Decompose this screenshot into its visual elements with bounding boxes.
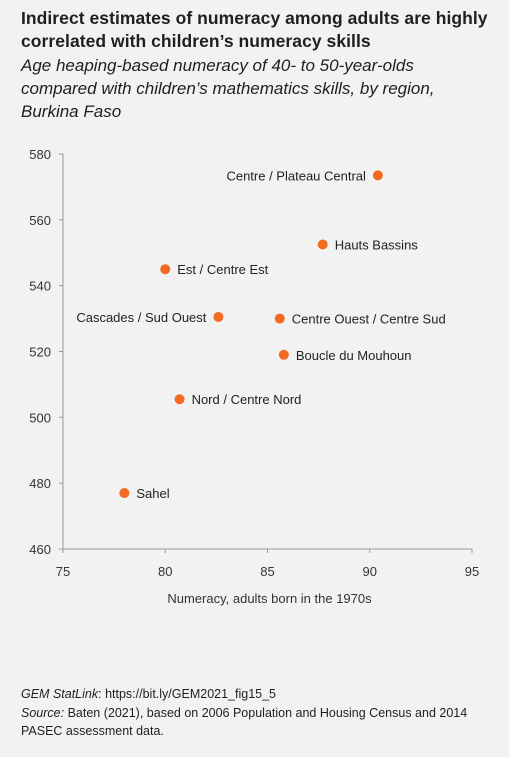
chart-subtitle: Age heaping-based numeracy of 40- to 50-… [21,56,435,121]
data-point-label: Est / Centre Est [177,262,268,277]
x-tick-label: 95 [465,564,479,579]
source-label: Source: [21,705,65,720]
x-axis-title: Numeracy, adults born in the 1970s [167,591,372,606]
y-tick-label: 480 [29,476,51,491]
y-tick-label: 520 [29,345,51,360]
data-point [160,264,171,275]
data-point [317,239,328,250]
y-tick-label: 500 [29,410,51,425]
statlink-label: GEM StatLink [21,687,99,701]
data-point [278,349,289,360]
data-point-label: Boucle du Mouhoun [296,348,412,363]
footer: GEM StatLink: https://bit.ly/GEM2021_fig… [21,685,491,741]
data-point [174,394,185,405]
y-tick-label: 560 [29,213,51,228]
data-point-label: Centre Ouest / Centre Sud [292,312,446,327]
data-point [274,313,285,324]
source-line: Source: Baten (2021), based on 2006 Popu… [21,704,491,741]
x-tick-label: 90 [363,564,377,579]
chart-title: Indirect estimates of numeracy among adu… [21,8,488,51]
data-point [119,488,130,499]
y-tick-label: 580 [29,147,51,162]
y-tick-label: 540 [29,279,51,294]
x-tick-label: 80 [158,564,172,579]
statlink-line: GEM StatLink: https://bit.ly/GEM2021_fig… [21,685,491,704]
data-point-label: Hauts Bassins [335,238,419,253]
y-tick-label: 460 [29,542,51,557]
x-tick-label: 75 [56,564,70,579]
statlink-url[interactable]: : https://bit.ly/GEM2021_fig15_5 [98,687,277,701]
x-tick-label: 85 [260,564,274,579]
data-point-label: Sahel [136,486,169,501]
data-point [372,170,383,181]
data-point-label: Centre / Plateau Central [226,168,366,183]
data-point-label: Nord / Centre Nord [192,392,302,407]
data-point-label: Cascades / Sud Ouest [76,310,206,325]
source-text: Baten (2021), based on 2006 Population a… [21,705,468,739]
data-point [213,311,224,322]
